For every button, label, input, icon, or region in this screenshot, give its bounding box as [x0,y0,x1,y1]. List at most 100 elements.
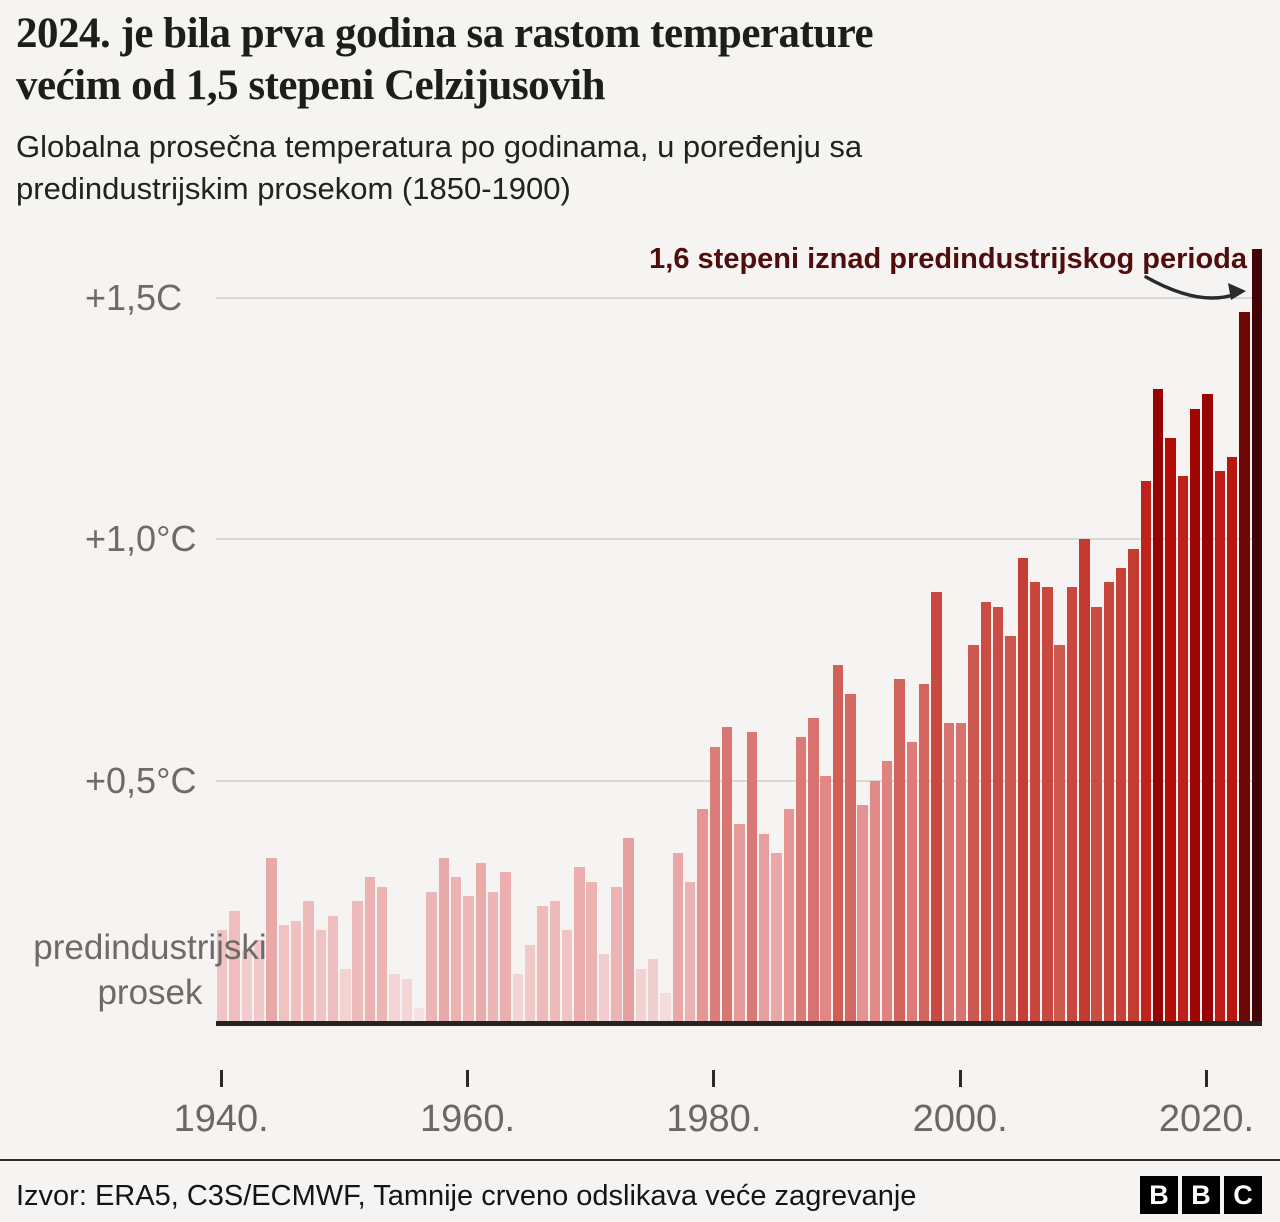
bar-1997 [919,683,930,1022]
bar-2010 [1079,539,1090,1022]
baseline-label-line2: prosek [97,973,203,1012]
baseline-label: predindustrijski prosek [0,925,300,1015]
bar-1973 [623,838,634,1022]
x-axis-line [216,1021,1262,1026]
bar-1992 [857,804,868,1022]
bar-1981 [721,727,733,1022]
bar-1998 [931,592,942,1022]
bar-1961 [475,862,487,1022]
bar-1965 [524,944,536,1022]
bar-1963 [500,872,511,1022]
x-axis-tick [712,1070,716,1087]
bar-2020 [1202,394,1213,1022]
bar-1945 [278,925,289,1022]
footer-divider [0,1159,1280,1161]
bar-1957 [426,891,437,1022]
bar-2023 [1239,311,1250,1022]
bar-1951 [352,901,363,1022]
bar-1940 [217,930,228,1022]
bar-1971 [598,954,610,1022]
bar-1954 [389,973,400,1022]
bar-2006 [1029,582,1041,1022]
bar-1959 [451,877,462,1022]
x-axis-tick-label: 2000. [912,1098,1008,1140]
bar-2011 [1091,606,1102,1022]
bar-1986 [783,809,794,1022]
bar-1989 [820,775,831,1022]
x-axis-tick-label: 1980. [666,1098,762,1140]
bar-1980 [709,746,721,1022]
bar-1943 [253,939,265,1022]
annotation-label: 1,6 stepeni iznad predindustrijskog peri… [649,243,1247,275]
bar-1946 [290,920,302,1022]
bar-1991 [845,693,856,1022]
bar-2014 [1128,548,1139,1022]
bbc-logo: B B C [1140,1176,1270,1214]
bar-2000 [955,722,967,1022]
bar-2001 [968,645,979,1022]
bar-2018 [1177,476,1189,1022]
bar-1966 [537,906,548,1022]
source-text: Izvor: ERA5, C3S/ECMWF, Tamnije crveno o… [16,1180,917,1212]
page-title-line1: 2024. je bila prva godina sa rastom temp… [16,10,874,57]
x-axis-tick [219,1070,223,1087]
x-axis-tick [1204,1070,1208,1087]
chart-subtitle-line1: Globalna prosečna temperatura po godinam… [16,129,863,164]
bar-1950 [340,968,351,1022]
bar-1990 [832,664,844,1022]
bbc-logo-block: B [1182,1176,1220,1214]
bar-2009 [1066,587,1078,1022]
bar-2008 [1054,645,1065,1022]
y-axis-label: +0,5°C [85,759,197,801]
bar-1953 [377,886,388,1022]
bar-2002 [980,601,991,1022]
bar-1967 [549,901,560,1022]
bar-2012 [1103,582,1115,1022]
bar-2015 [1140,481,1152,1022]
bar-1977 [672,852,684,1022]
baseline-label-line1: predindustrijski [33,928,267,967]
page-title-line2: većim od 1,5 stepeni Celzijusovih [16,62,606,109]
bar-1999 [943,722,955,1022]
gridline [216,296,1262,299]
bar-1974 [635,968,647,1022]
bar-1982 [734,823,745,1022]
bar-1942 [241,949,253,1022]
bar-2003 [992,606,1004,1022]
bar-1993 [869,780,881,1022]
bar-1947 [303,901,314,1022]
bar-1948 [315,930,326,1022]
bar-1969 [574,867,585,1022]
bar-1972 [611,886,622,1022]
bar-1970 [586,881,597,1022]
bar-1962 [487,891,499,1022]
x-axis-tick-label: 2020. [1158,1098,1255,1140]
bar-1976 [660,993,671,1022]
bbc-logo-block: B [1140,1176,1178,1214]
bar-1941 [229,910,240,1022]
bbc-logo-block: C [1224,1176,1262,1214]
bar-1984 [758,833,770,1022]
bar-1952 [364,877,376,1022]
bar-2021 [1214,471,1225,1022]
chart-subtitle: Globalna prosečna temperatura po godinam… [16,126,1256,210]
page-title: 2024. je bila prva godina sa rastom temp… [16,8,1256,112]
bar-1956 [414,1007,425,1022]
bar-2005 [1017,558,1028,1022]
bar-1988 [808,717,819,1022]
bar-1979 [697,809,708,1022]
x-axis-tick [958,1070,962,1087]
bar-1995 [894,679,905,1022]
bar-1978 [685,881,696,1022]
bar-2016 [1153,389,1164,1022]
bar-1958 [438,857,450,1022]
bar-1949 [327,915,339,1022]
bar-2019 [1189,408,1201,1022]
gridline [216,538,1262,540]
bar-1994 [882,761,893,1022]
y-axis-label: +1,0°C [85,518,197,559]
bar-1975 [648,959,659,1022]
x-axis-tick-label: 1960. [419,1098,516,1140]
bar-1955 [401,978,413,1022]
bar-2017 [1165,437,1176,1022]
